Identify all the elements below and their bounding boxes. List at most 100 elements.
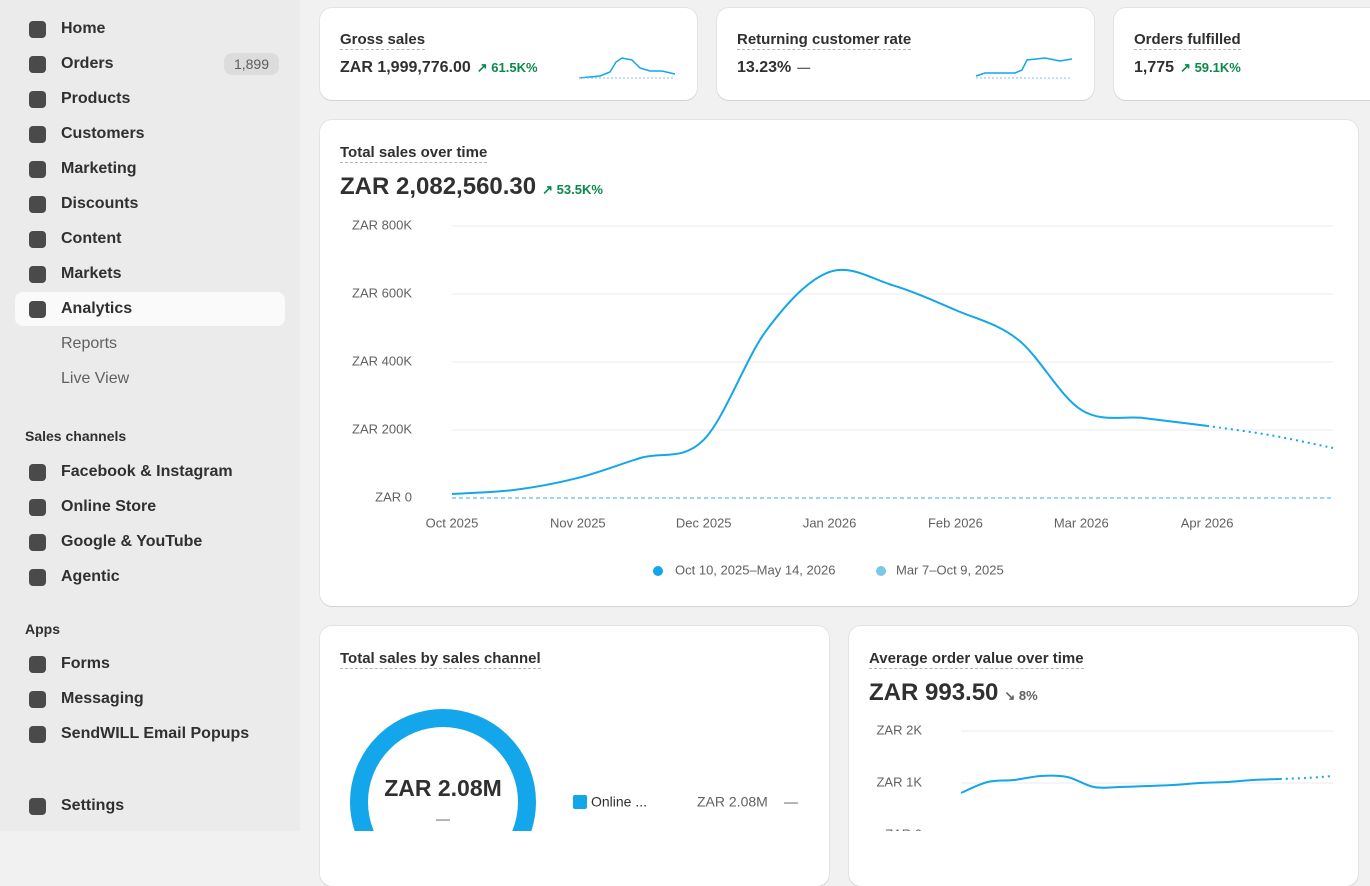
- nav-item[interactable]: Marketing: [15, 152, 285, 186]
- nav-item[interactable]: Google & YouTube: [15, 525, 285, 559]
- nav-label: Live View: [61, 370, 130, 387]
- nav-item[interactable]: Agentic: [15, 560, 285, 594]
- change: ↗ 59.1K%: [1180, 60, 1241, 75]
- chart-card: [320, 120, 1358, 606]
- nav-label: Messaging: [61, 690, 144, 707]
- nav-label: Agentic: [61, 568, 120, 585]
- nav-item[interactable]: Messaging: [15, 682, 285, 716]
- nav-item[interactable]: Settings: [15, 789, 285, 823]
- x-tick-label: Mar 2026: [1054, 515, 1109, 530]
- chart-total: ZAR 993.50 ↘ 8%: [869, 679, 1038, 707]
- y-tick-label: ZAR 400K: [352, 353, 412, 368]
- chart-title: Average order value over time: [869, 650, 1084, 669]
- change-text: 61.5K%: [491, 60, 538, 75]
- donut-change: —: [436, 811, 450, 827]
- nav-item[interactable]: Home: [15, 12, 285, 46]
- donut-total: ZAR 2.08M: [384, 775, 502, 801]
- nav-label: Discounts: [61, 195, 139, 212]
- nav-item[interactable]: Discounts: [15, 187, 285, 221]
- nav-item[interactable]: Online Store: [15, 490, 285, 524]
- donut: [350, 709, 536, 831]
- change-text: 53.5K%: [556, 182, 603, 197]
- nav-label: Facebook & Instagram: [61, 463, 233, 480]
- legend-label: Oct 10, 2025–May 14, 2026: [675, 562, 835, 577]
- legend-swatch: [876, 566, 886, 576]
- nav-item[interactable]: Markets: [15, 257, 285, 291]
- y-tick-label: ZAR 800K: [352, 217, 412, 232]
- x-tick-label: Oct 2025: [426, 515, 479, 530]
- nav-label: Marketing: [61, 160, 137, 177]
- nav-item[interactable]: Analytics: [15, 292, 285, 326]
- line-series: [960, 774, 1280, 794]
- nav-icon: [29, 655, 46, 673]
- nav-icon: [29, 195, 46, 213]
- value: ZAR 2,082,560.30: [340, 173, 537, 200]
- y-tick-label: ZAR 200K: [352, 421, 412, 436]
- nav-icon: [29, 20, 46, 38]
- sparkline: [975, 57, 1073, 77]
- nav-label: Online Store: [61, 498, 157, 515]
- nav-icon: [29, 160, 46, 178]
- nav-icon: [29, 90, 46, 108]
- nav-icon: [29, 725, 46, 743]
- nav-label: SendWILL Email Popups: [61, 725, 250, 742]
- nav-label: Analytics: [61, 300, 133, 317]
- value: ZAR 993.50: [869, 679, 999, 706]
- nav-item[interactable]: SendWILL Email Popups: [15, 717, 285, 751]
- metric-title: Orders fulfilled: [1134, 31, 1241, 50]
- nav-label: Orders: [61, 55, 114, 72]
- nav-icon: [29, 533, 46, 551]
- nav-item[interactable]: Content: [15, 222, 285, 256]
- nav-item[interactable]: Live View: [15, 362, 285, 396]
- nav-label: Products: [61, 90, 131, 107]
- section-title[interactable]: Apps: [25, 621, 60, 637]
- metric-title: Gross sales: [340, 31, 426, 50]
- metric-title: Returning customer rate: [737, 31, 912, 50]
- y-tick-label: ZAR 600K: [352, 285, 412, 300]
- nav-icon: [29, 300, 46, 318]
- nav-item[interactable]: Reports: [15, 327, 285, 361]
- value: 1,775: [1134, 59, 1175, 76]
- x-tick-label: Jan 2026: [803, 515, 857, 530]
- y-tick-label: ZAR 0: [375, 489, 412, 504]
- nav-label: Markets: [61, 265, 122, 282]
- legend-label: Online ...: [591, 794, 647, 810]
- nav-icon: [29, 463, 46, 481]
- sidebar: Home Orders 1,899 Products Customers Marketin…: [0, 0, 300, 831]
- chart-total: ZAR 2,082,560.30 ↗ 53.5K%: [340, 173, 603, 201]
- nav-item[interactable]: Forms: [15, 647, 285, 681]
- nav-label: Settings: [61, 797, 125, 814]
- nav-item[interactable]: Orders 1,899: [15, 47, 285, 81]
- metric-card[interactable]: [717, 8, 1094, 100]
- nav-item[interactable]: Facebook & Instagram: [15, 455, 285, 489]
- line-series: [451, 268, 1208, 495]
- line-series-incomplete: [1206, 424, 1334, 449]
- nav-icon: [29, 55, 46, 73]
- x-tick-label: Nov 2025: [550, 515, 606, 530]
- nav-icon: [29, 498, 46, 516]
- nav-icon: [29, 230, 46, 248]
- nav-icon: [29, 568, 46, 586]
- change-text: 8%: [1018, 688, 1038, 703]
- change: ↘ 8%: [1004, 688, 1038, 703]
- chart-title: Total sales by sales channel: [340, 650, 541, 669]
- nav-icon: [29, 797, 46, 815]
- chart-title: Total sales over time: [340, 144, 488, 163]
- nav-icon: [29, 125, 46, 143]
- metric-value: 13.23% —: [737, 59, 810, 77]
- metric-card[interactable]: [1114, 8, 1370, 100]
- y-tick-label: ZAR 1K: [876, 774, 922, 789]
- value: ZAR 1,999,776.00: [340, 59, 471, 76]
- metric-value: ZAR 1,999,776.00 ↗ 61.5K%: [340, 59, 538, 77]
- sparkline: [578, 57, 676, 79]
- metric-card[interactable]: [320, 8, 697, 100]
- nav-item[interactable]: Customers: [15, 117, 285, 151]
- legend-label: Mar 7–Oct 9, 2025: [896, 562, 1004, 577]
- nav-item[interactable]: Products: [15, 82, 285, 116]
- change-text: 59.1K%: [1194, 60, 1241, 75]
- legend-swatch: [573, 795, 587, 809]
- metric-value: 1,775 ↗ 59.1K%: [1134, 59, 1241, 77]
- section-title[interactable]: Sales channels: [25, 428, 127, 444]
- nav-label: Customers: [61, 125, 145, 142]
